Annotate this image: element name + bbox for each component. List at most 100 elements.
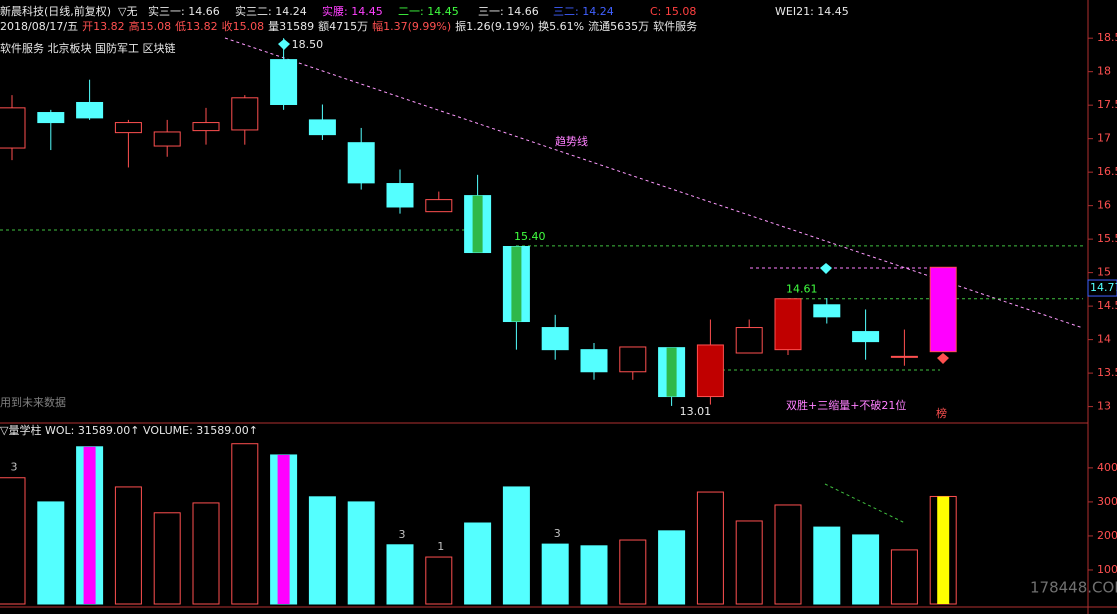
candle-body	[541, 327, 569, 351]
candle-body	[774, 298, 802, 351]
volume-bar	[308, 496, 336, 605]
candle-body	[696, 344, 724, 398]
volume-bar	[774, 504, 802, 605]
volume-bar	[735, 520, 763, 605]
candle-body	[153, 131, 181, 147]
y-tick-label: 17.5	[1097, 98, 1117, 111]
volume-bar	[153, 512, 181, 605]
info-item: 高15.08	[129, 19, 172, 33]
volume-bar	[502, 486, 530, 605]
y-tick-label: 15	[1097, 266, 1111, 279]
info-item: 流通5635万	[588, 19, 649, 33]
volume-note: 3	[399, 528, 406, 541]
volume-bar	[0, 477, 26, 605]
volume-bar	[231, 443, 259, 605]
volume-bar	[541, 543, 569, 605]
candle-inner	[511, 246, 522, 322]
candle-body	[192, 122, 220, 132]
volume-inner	[83, 446, 96, 604]
y-tick-label: 13.5	[1097, 366, 1117, 379]
candle-body	[76, 101, 104, 119]
info-item: 收15.08	[222, 19, 265, 33]
y-tick-label: 14.5	[1097, 299, 1117, 312]
extreme-label: 18.50	[292, 38, 324, 51]
annotation: 双胜+三缩量+不破21位	[786, 398, 906, 412]
info-item: 软件服务	[653, 19, 697, 33]
volume-bar	[192, 502, 220, 605]
annotation: 趋势线	[555, 134, 588, 148]
candle-inner	[666, 347, 677, 397]
header-item: 新晨科技(日线,前复权)	[0, 4, 111, 18]
header-item: 实三一: 14.66	[148, 4, 220, 18]
header-item: ▽无	[118, 5, 137, 18]
y-tick-label: 100	[1097, 563, 1117, 576]
last-price-label: 14.77	[1090, 281, 1117, 294]
y-tick-label: 13	[1097, 400, 1111, 413]
candle-body	[347, 142, 375, 184]
candle-body	[386, 183, 414, 208]
volume-note: 3	[554, 527, 561, 540]
candle-inner	[472, 195, 483, 253]
volume-bar	[425, 556, 453, 605]
last-price-box	[1087, 279, 1117, 297]
candle-body	[619, 346, 647, 373]
candle-body	[735, 327, 763, 354]
butterfly-icon	[937, 353, 949, 364]
volume-bar	[580, 545, 608, 605]
volume-bar	[813, 526, 841, 605]
header-item: C: 15.08	[650, 5, 696, 18]
candle-body	[929, 266, 957, 353]
candle-body	[270, 59, 298, 105]
volume-bar	[347, 501, 375, 605]
volume-bar	[696, 491, 724, 605]
header-item: 实三二: 14.24	[235, 4, 307, 18]
volume-bar	[464, 522, 492, 605]
header-item: 三一: 14.66	[478, 5, 539, 18]
info-item: 额4715万	[318, 20, 368, 33]
y-tick-label: 16.5	[1097, 165, 1117, 178]
info-item: 换5.61%	[538, 19, 584, 33]
y-tick-label: 18	[1097, 65, 1111, 78]
y-tick-label: 400	[1097, 461, 1117, 474]
y-tick-label: 17	[1097, 132, 1111, 145]
volume-bar	[37, 501, 65, 605]
header-item: 三二: 14.24	[553, 5, 614, 18]
trend-line	[224, 37, 1084, 329]
info-item: 2018/08/17/五	[0, 20, 78, 33]
info-item: 振1.26(9.19%)	[455, 19, 534, 33]
y-tick-label: 18.5	[1097, 31, 1117, 44]
volume-inner	[277, 454, 290, 604]
volume-bar	[658, 530, 686, 605]
info-item: 量31589	[268, 20, 314, 33]
candle-body	[114, 122, 142, 134]
butterfly-icon	[820, 263, 832, 274]
header-item: WEI21: 14.45	[775, 5, 849, 18]
volume-bar	[386, 544, 414, 605]
info-item: 幅1.37(9.99%)	[372, 20, 451, 33]
y-tick-label: 200	[1097, 529, 1117, 542]
watermark: 178448.COM	[1030, 579, 1117, 597]
header-item: 实腰: 14.45	[322, 4, 383, 18]
volume-bar	[114, 486, 142, 605]
volume-title: ▽量学柱 WOL: 31589.00↑ VOLUME: 31589.00↑	[0, 423, 258, 437]
candle-body	[580, 349, 608, 373]
candle-body	[813, 304, 841, 318]
level-label: 14.61	[786, 283, 818, 296]
volume-trend	[824, 483, 906, 524]
header-item: 二一: 14.45	[398, 5, 459, 18]
level-label: 15.40	[514, 230, 546, 243]
volume-inner	[937, 496, 950, 604]
y-tick-label: 15.5	[1097, 232, 1117, 245]
volume-bar	[619, 539, 647, 605]
extreme-label: 13.01	[680, 405, 712, 418]
y-tick-label: 14	[1097, 333, 1111, 346]
volume-bar	[852, 534, 880, 605]
candle-body	[852, 331, 880, 343]
volume-note: 3	[11, 461, 18, 474]
candle-body	[308, 119, 336, 136]
volume-bar	[890, 549, 918, 605]
candle-body	[0, 107, 26, 149]
info-item: 低13.82	[175, 20, 218, 33]
y-tick-label: 300	[1097, 495, 1117, 508]
